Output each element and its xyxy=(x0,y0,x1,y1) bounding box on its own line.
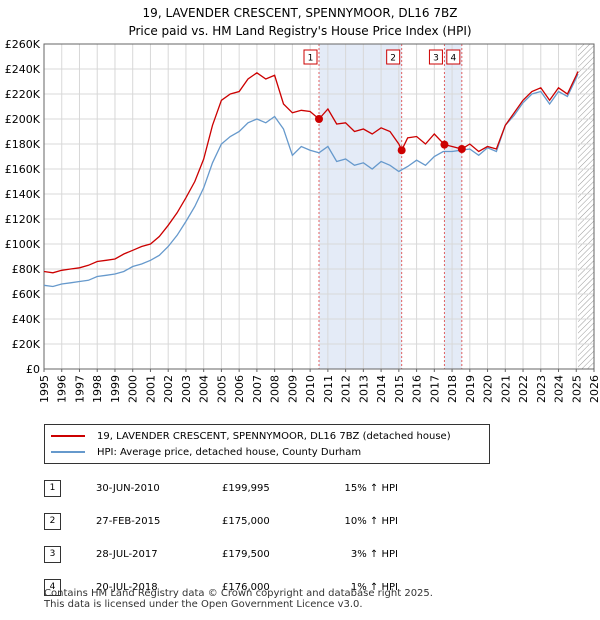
hpi-line xyxy=(43,73,579,288)
legend-property-label: 19, LAVENDER CRESCENT, SPENNYMOOR, DL16 … xyxy=(97,430,451,442)
x-tick-label: 1997 xyxy=(73,375,86,403)
forecast-hatch xyxy=(578,44,594,369)
footer-copyright: Contains HM Land Registry data © Crown c… xyxy=(44,588,433,599)
sale-label-box xyxy=(428,49,443,65)
sale-label-number: 3 xyxy=(433,54,439,64)
footer: Contains HM Land Registry data © Crown c… xyxy=(44,588,433,610)
x-tick-label: 2008 xyxy=(269,375,282,403)
y-tick-label: £200K xyxy=(5,113,41,126)
x-tick-label: 2010 xyxy=(304,375,317,403)
sale-date: 20-JUL-2018 xyxy=(96,582,158,593)
x-tick-label: 1996 xyxy=(56,375,69,403)
sale-hpi: 1% ↑ HPI xyxy=(350,582,398,593)
y-tick-label: £60K xyxy=(12,288,41,301)
sale-point xyxy=(457,145,466,153)
sale-label-number: 4 xyxy=(450,54,456,64)
x-tick-label: 2015 xyxy=(393,375,406,403)
x-tick-label: 1999 xyxy=(109,375,122,403)
sale-point xyxy=(315,115,323,124)
x-tick-label: 2009 xyxy=(286,375,299,403)
y-tick-label: £180K xyxy=(5,138,41,151)
y-tick-label: £80K xyxy=(12,263,41,276)
footer-license: This data is licensed under the Open Gov… xyxy=(44,599,363,610)
sale-point xyxy=(397,146,406,155)
sale-row: 4 20-JUL-2018 £176,000 1% ↑ HPI xyxy=(44,571,398,604)
x-tick-label: 2000 xyxy=(127,375,140,403)
sale-row: 3 28-JUL-2017 £179,500 3% ↑ HPI xyxy=(44,538,398,571)
x-tick-label: 2013 xyxy=(357,375,370,403)
x-tick-label: 2021 xyxy=(499,375,512,403)
shaded-period xyxy=(319,44,402,369)
sale-number: 2 xyxy=(44,513,61,530)
y-tick-label: £260K xyxy=(5,38,41,51)
sales-table: 1 30-JUN-2010 £199,995 15% ↑ HPI 2 27-FE… xyxy=(44,472,398,604)
y-tick-label: £240K xyxy=(5,63,41,76)
x-tick-label: 2002 xyxy=(162,375,175,403)
chart-title: 19, LAVENDER CRESCENT, SPENNYMOOR, DL16 … xyxy=(142,6,458,20)
legend-hpi-swatch xyxy=(51,451,85,453)
x-tick-label: 2019 xyxy=(464,375,477,403)
chart-subtitle: Price paid vs. HM Land Registry's House … xyxy=(128,24,472,38)
y-tick-label: £100K xyxy=(5,238,41,251)
y-tick-label: £140K xyxy=(5,188,41,201)
shaded-period xyxy=(444,44,462,369)
sale-hpi: 10% ↑ HPI xyxy=(344,516,398,527)
price-chart: £0 £20K £40K £60K £80K £100K £120K £140K £160K £1… xyxy=(5,38,600,403)
sale-date: 28-JUL-2017 xyxy=(96,549,158,560)
x-tick-label: 2017 xyxy=(428,375,441,403)
y-tick-label: £20K xyxy=(12,338,41,351)
y-tick-label: £160K xyxy=(5,163,41,176)
x-tick-label: 2018 xyxy=(446,375,459,403)
x-tick-label: 2014 xyxy=(375,375,388,403)
legend: 19, LAVENDER CRESCENT, SPENNYMOOR, DL16 … xyxy=(44,424,490,464)
x-tick-label: 2011 xyxy=(322,375,335,403)
y-tick-label: £120K xyxy=(5,213,41,226)
sale-date: 27-FEB-2015 xyxy=(96,516,161,527)
x-tick-label: 2016 xyxy=(411,375,424,403)
sale-price: £179,500 xyxy=(222,549,270,560)
sale-point xyxy=(440,140,449,149)
sale-label-box xyxy=(386,49,401,65)
sale-hpi: 3% ↑ HPI xyxy=(350,549,398,560)
sale-label-box xyxy=(303,49,318,65)
sale-price: £199,995 xyxy=(222,483,270,494)
x-tick-label: 2005 xyxy=(215,375,228,403)
y-tick-label: £220K xyxy=(5,88,41,101)
sale-price: £176,000 xyxy=(222,582,270,593)
x-tick-label: 2007 xyxy=(251,375,264,403)
x-tick-label: 2026 xyxy=(588,375,600,403)
sale-date: 30-JUN-2010 xyxy=(96,483,160,494)
sale-label-box xyxy=(446,49,461,65)
sale-label-number: 1 xyxy=(308,54,314,64)
sale-number: 3 xyxy=(44,546,61,563)
x-tick-label: 2020 xyxy=(482,375,495,403)
legend-property-swatch xyxy=(51,435,85,437)
sale-row: 1 30-JUN-2010 £199,995 15% ↑ HPI xyxy=(44,472,398,505)
x-tick-label: 2006 xyxy=(233,375,246,403)
sale-number: 4 xyxy=(44,579,61,596)
x-tick-label: 2004 xyxy=(198,375,211,403)
x-tick-label: 2022 xyxy=(517,375,530,403)
x-tick-label: 1995 xyxy=(38,375,51,403)
sale-hpi: 15% ↑ HPI xyxy=(344,483,398,494)
plot-frame xyxy=(43,43,595,370)
x-tick-label: 2012 xyxy=(340,375,353,403)
x-tick-label: 2001 xyxy=(144,375,157,403)
x-tick-label: 2023 xyxy=(535,375,548,403)
x-tick-label: 2024 xyxy=(553,375,566,403)
sale-price: £175,000 xyxy=(222,516,270,527)
sale-number: 1 xyxy=(44,480,61,497)
x-tick-label: 1998 xyxy=(91,375,104,403)
y-tick-label: £40K xyxy=(12,313,41,326)
sale-row: 2 27-FEB-2015 £175,000 10% ↑ HPI xyxy=(44,505,398,538)
legend-hpi-label: HPI: Average price, detached house, Coun… xyxy=(97,446,362,458)
sale-label-number: 2 xyxy=(390,54,396,64)
x-tick-label: 2025 xyxy=(570,375,583,403)
y-tick-label: £0 xyxy=(26,363,40,376)
x-tick-label: 2003 xyxy=(180,375,193,403)
